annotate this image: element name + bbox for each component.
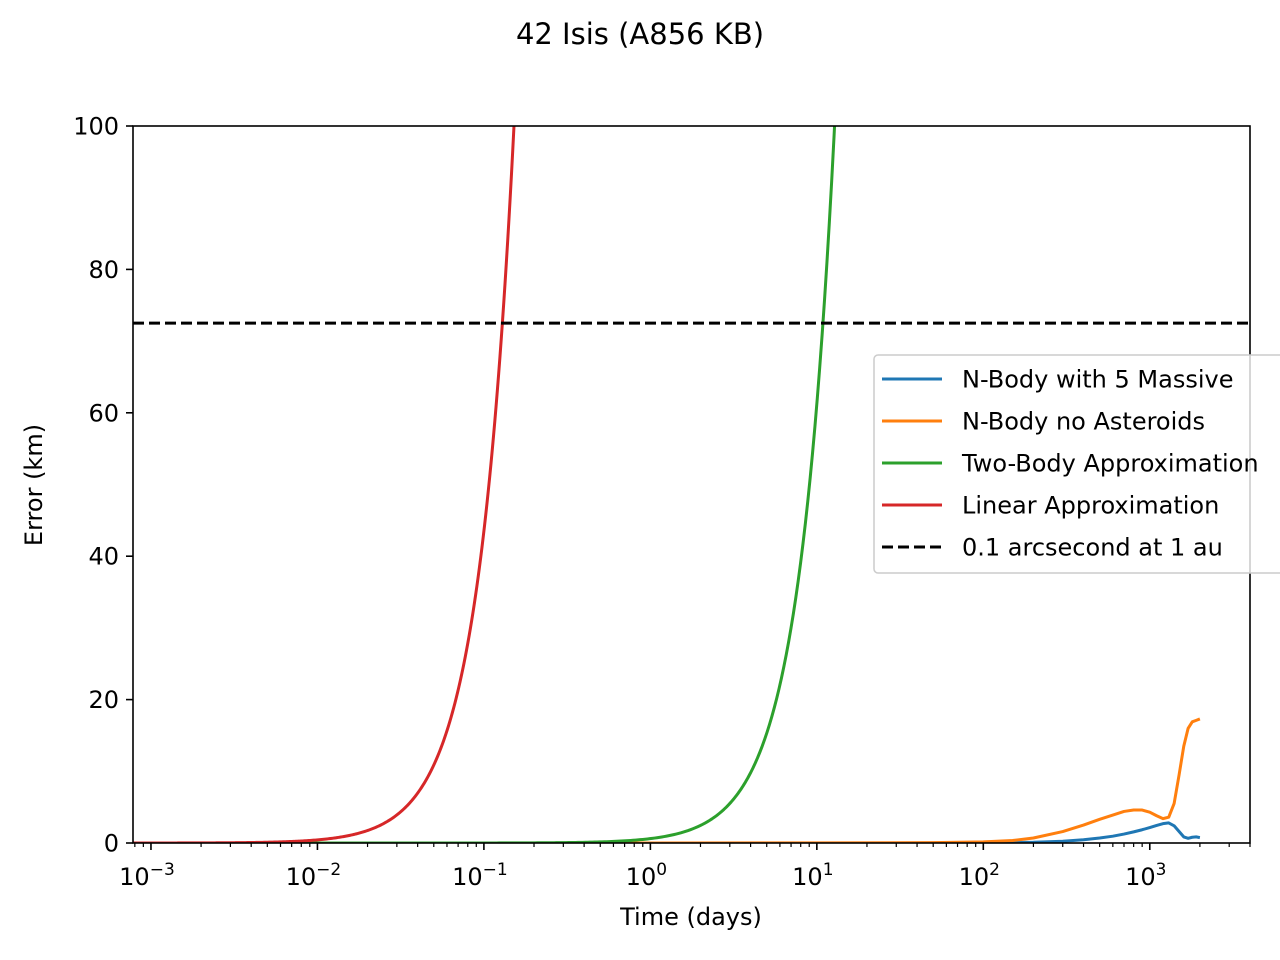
y-tick-label-5: 100 <box>73 113 119 141</box>
y-tick-label-4: 80 <box>88 256 119 284</box>
series-line-1 <box>133 717 1201 843</box>
x-tick-label-4: 101 <box>792 860 833 891</box>
x-tick-label-3: 100 <box>626 860 667 891</box>
x-axis-label: Time (days) <box>619 903 762 931</box>
legend-label-1: N-Body no Asteroids <box>962 408 1205 436</box>
axes-layer: 0 20 40 60 80 100 10−3 10−2 10−1 100 101 102 103 <box>73 113 1251 891</box>
x-tick-label-2: 10−1 <box>452 860 508 891</box>
legend-label-3: Linear Approximation <box>962 492 1219 520</box>
legend-box <box>873 354 1280 574</box>
x-tick-label-0: 10−3 <box>119 860 175 891</box>
x-tick-label-1: 10−2 <box>286 860 342 891</box>
y-tick-label-2: 40 <box>88 543 119 571</box>
chart-title: 42 Isis (A856 KB) <box>516 17 764 51</box>
y-tick-label-1: 20 <box>88 686 119 714</box>
legend-label-0: N-Body with 5 Massive <box>962 366 1233 394</box>
legend: N-Body with 5 Massive N-Body no Asteroids… <box>873 354 1280 574</box>
x-tick-label-6: 103 <box>1125 860 1166 891</box>
y-tick-label-3: 60 <box>88 399 119 427</box>
y-axis-label: Error (km) <box>20 424 48 546</box>
y-tick-label-0: 0 <box>104 830 119 858</box>
legend-label-2: Two-Body Approximation <box>961 450 1259 478</box>
x-tick-label-5: 102 <box>959 860 1000 891</box>
legend-label-4: 0.1 arcsecond at 1 au <box>962 534 1223 562</box>
series-line-3 <box>133 126 516 843</box>
